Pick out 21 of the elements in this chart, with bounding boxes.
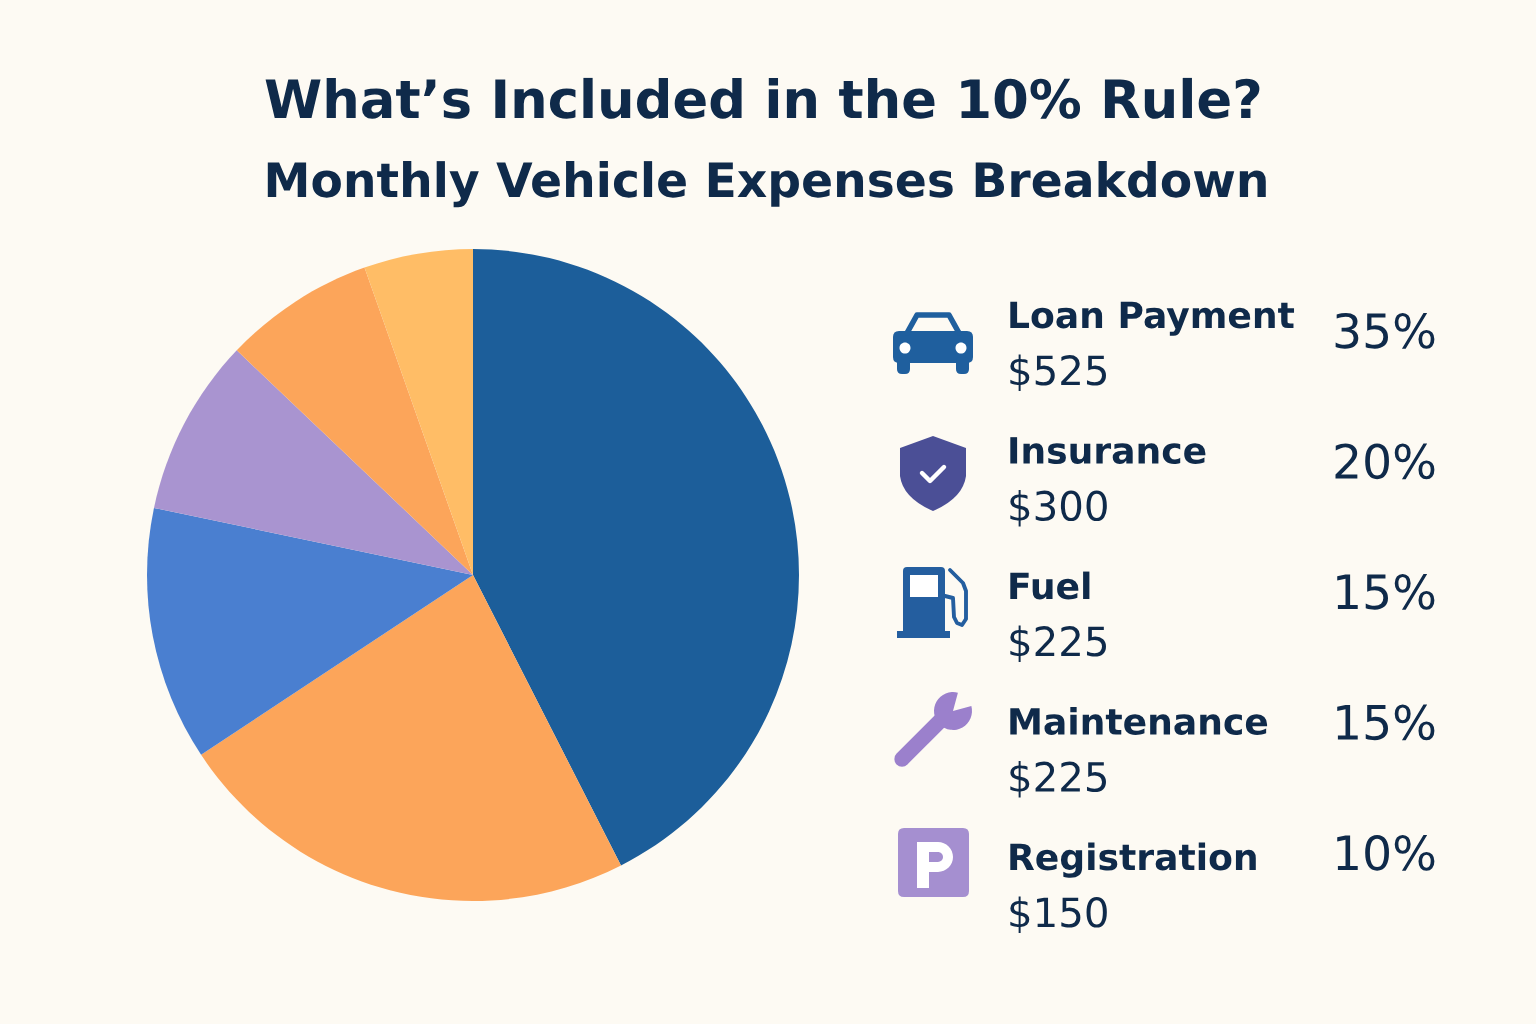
text: Maintenance <box>1010 707 1268 736</box>
text: $300 <box>1010 489 1107 527</box>
chart-subtitle: Monthly Vehicle Expenses Breakdown <box>267 161 1266 208</box>
text: 15% <box>1337 704 1435 741</box>
text: 35% <box>1335 312 1435 349</box>
text: 20% <box>1335 443 1435 480</box>
text: $225 <box>1010 625 1106 662</box>
text: $150 <box>1010 896 1107 933</box>
chart-title: What’s Included in the 10% Rule? <box>265 77 1260 119</box>
pie-slice <box>153 350 473 575</box>
text: Fuel <box>1010 571 1090 600</box>
text: 15% <box>1337 573 1435 610</box>
pie-slice <box>364 249 473 575</box>
text: Insurance <box>1010 437 1206 465</box>
text: 10% <box>1337 834 1435 871</box>
pie-slice <box>147 507 473 755</box>
text: Registration <box>1010 842 1256 878</box>
text: $525 <box>1010 354 1106 391</box>
text: Loan Payment <box>1010 301 1295 336</box>
pie-slice <box>473 249 799 866</box>
text: $225 <box>1010 760 1106 798</box>
